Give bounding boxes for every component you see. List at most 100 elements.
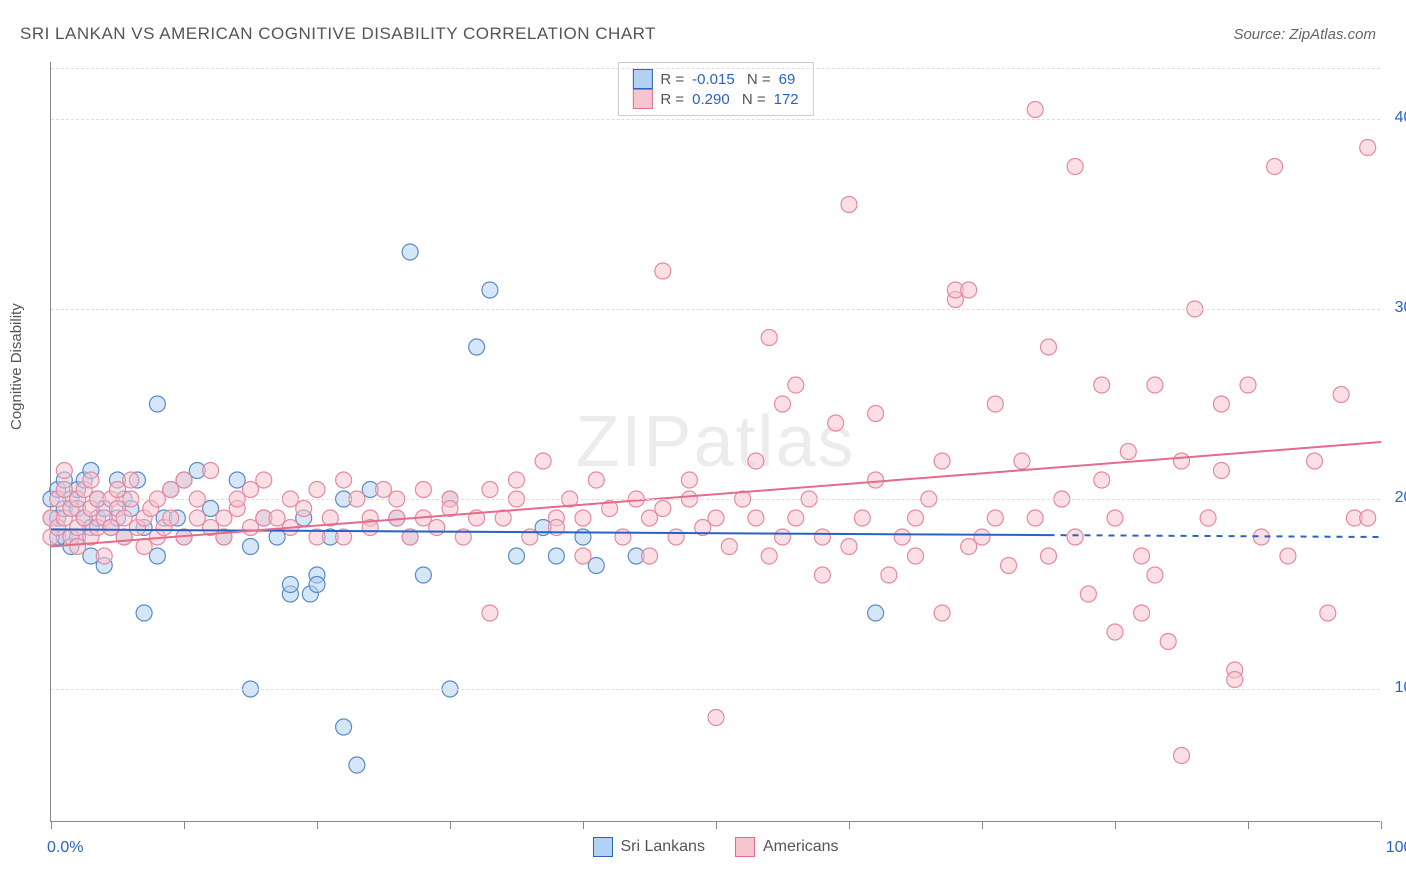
scatter-point — [655, 263, 671, 279]
scatter-point — [1067, 529, 1083, 545]
scatter-point — [469, 339, 485, 355]
scatter-point — [575, 529, 591, 545]
trend-line-extrapolated — [1049, 535, 1382, 537]
scatter-point — [868, 472, 884, 488]
scatter-point — [243, 520, 259, 536]
legend-label: Americans — [763, 838, 839, 856]
scatter-point — [1160, 634, 1176, 650]
scatter-point — [1200, 510, 1216, 526]
gridline — [51, 499, 1380, 500]
scatter-point — [309, 482, 325, 498]
scatter-point — [668, 529, 684, 545]
scatter-point — [70, 539, 86, 555]
scatter-point — [987, 396, 1003, 412]
scatter-point — [482, 282, 498, 298]
scatter-svg — [51, 62, 1380, 821]
scatter-point — [243, 539, 259, 555]
scatter-point — [681, 472, 697, 488]
scatter-point — [189, 510, 205, 526]
scatter-point — [269, 510, 285, 526]
scatter-point — [575, 510, 591, 526]
x-tick — [51, 821, 52, 829]
scatter-point — [336, 472, 352, 488]
scatter-point — [814, 529, 830, 545]
scatter-point — [1014, 453, 1030, 469]
r-value-americans: 0.290 — [692, 91, 730, 108]
r-label: R = — [660, 91, 684, 108]
scatter-point — [376, 482, 392, 498]
scatter-point — [575, 548, 591, 564]
scatter-point — [788, 510, 804, 526]
scatter-point — [908, 510, 924, 526]
x-tick — [849, 821, 850, 829]
scatter-point — [136, 605, 152, 621]
y-tick-label: 40.0% — [1395, 109, 1406, 127]
n-label: N = — [743, 71, 771, 88]
scatter-point — [1213, 463, 1229, 479]
scatter-point — [1174, 453, 1190, 469]
gridline — [51, 309, 1380, 310]
chart-plot-area: ZIPatlas R = -0.015 N = 69 R = 0.290 N =… — [50, 62, 1380, 822]
r-value-sri-lankans: -0.015 — [692, 71, 735, 88]
scatter-point — [961, 282, 977, 298]
scatter-point — [761, 548, 777, 564]
r-label: R = — [660, 71, 684, 88]
scatter-point — [103, 520, 119, 536]
legend-swatch-icon — [592, 837, 612, 857]
scatter-point — [149, 396, 165, 412]
scatter-point — [588, 558, 604, 574]
scatter-point — [282, 577, 298, 593]
scatter-point — [1094, 377, 1110, 393]
scatter-point — [615, 529, 631, 545]
scatter-point — [934, 453, 950, 469]
y-tick-label: 30.0% — [1395, 299, 1406, 317]
scatter-point — [402, 244, 418, 260]
x-tick — [184, 821, 185, 829]
scatter-point — [482, 605, 498, 621]
scatter-point — [961, 539, 977, 555]
scatter-point — [548, 548, 564, 564]
scatter-point — [788, 377, 804, 393]
scatter-point — [509, 472, 525, 488]
scatter-point — [429, 520, 445, 536]
x-tick — [317, 821, 318, 829]
x-tick — [982, 821, 983, 829]
scatter-point — [987, 510, 1003, 526]
scatter-point — [123, 472, 139, 488]
scatter-point — [974, 529, 990, 545]
scatter-point — [1107, 624, 1123, 640]
scatter-point — [336, 719, 352, 735]
scatter-point — [721, 539, 737, 555]
scatter-point — [1027, 510, 1043, 526]
scatter-point — [841, 539, 857, 555]
scatter-point — [1240, 377, 1256, 393]
scatter-point — [814, 567, 830, 583]
n-value-sri-lankans: 69 — [779, 71, 796, 88]
n-value-americans: 172 — [774, 91, 799, 108]
scatter-point — [1041, 548, 1057, 564]
scatter-point — [243, 482, 259, 498]
scatter-point — [1213, 396, 1229, 412]
scatter-point — [1134, 548, 1150, 564]
y-tick-label: 20.0% — [1395, 489, 1406, 507]
scatter-point — [828, 415, 844, 431]
scatter-point — [256, 472, 272, 488]
scatter-point — [588, 472, 604, 488]
legend-item: Americans — [735, 837, 839, 857]
x-tick — [1381, 821, 1382, 829]
x-tick — [1248, 821, 1249, 829]
scatter-point — [894, 529, 910, 545]
scatter-point — [1280, 548, 1296, 564]
gridline — [51, 119, 1380, 120]
x-tick — [716, 821, 717, 829]
scatter-point — [1041, 339, 1057, 355]
scatter-point — [1333, 387, 1349, 403]
scatter-point — [854, 510, 870, 526]
scatter-point — [56, 482, 72, 498]
scatter-point — [1174, 748, 1190, 764]
scatter-point — [775, 396, 791, 412]
x-tick — [450, 821, 451, 829]
scatter-point — [1080, 586, 1096, 602]
n-label: N = — [738, 91, 766, 108]
scatter-point — [349, 757, 365, 773]
